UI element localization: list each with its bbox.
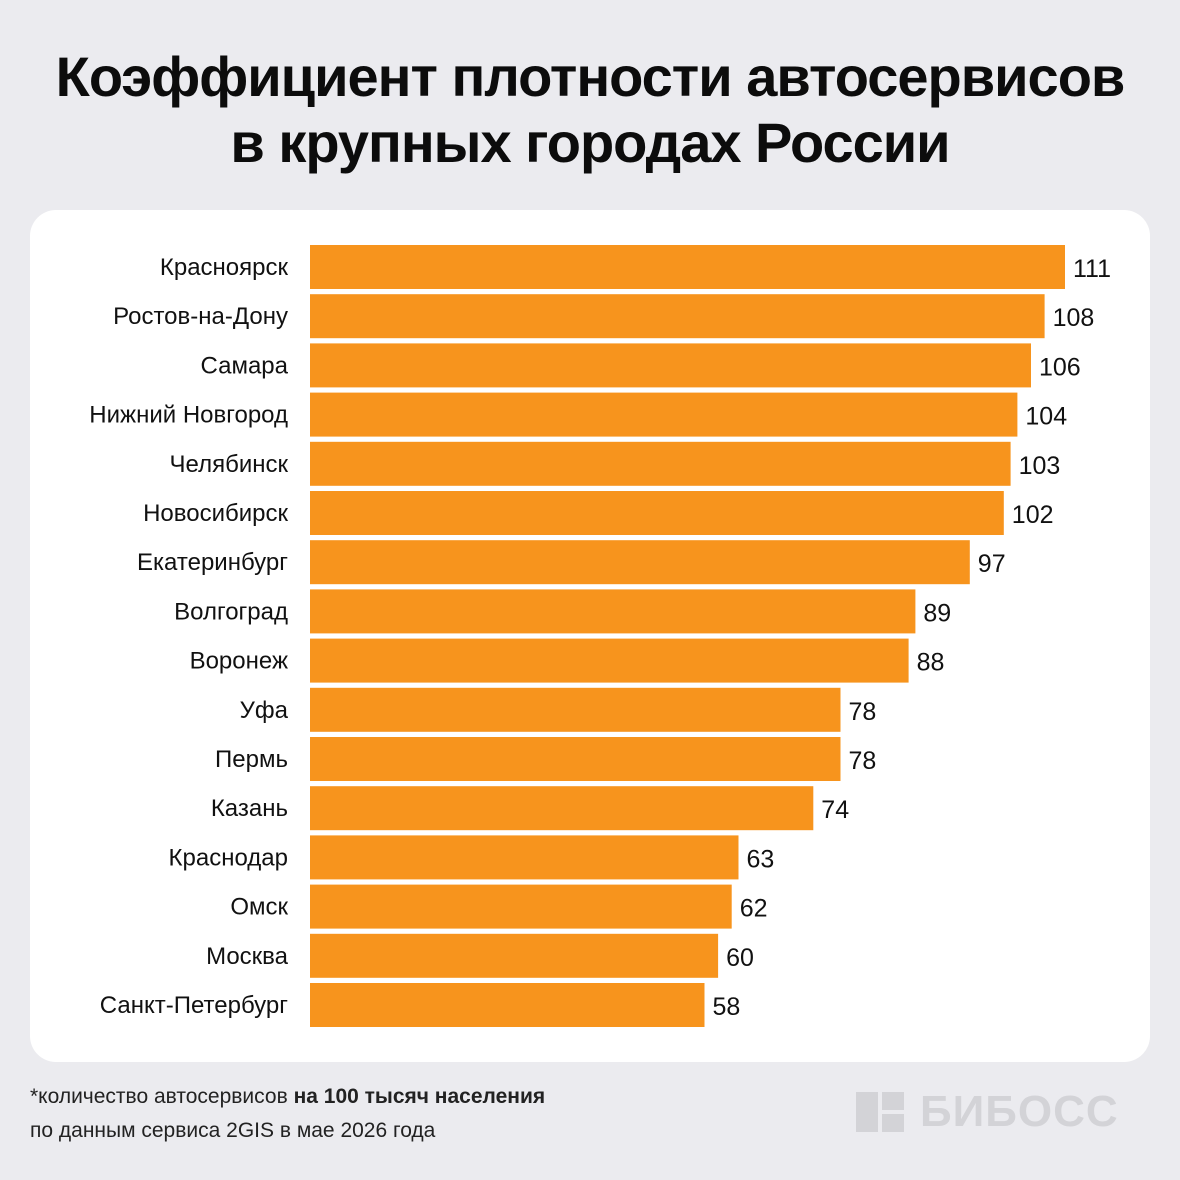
value-label: 60 [726,944,754,972]
value-label: 62 [740,895,768,923]
chart-title-line1: Коэффициент плотности автосервисов [55,45,1126,108]
value-label: 104 [1025,403,1067,431]
value-label: 108 [1053,304,1095,332]
logo-name: БИБОСС [920,1087,1119,1136]
value-label: 111 [1073,255,1111,283]
category-label: Санкт-Петербург [100,992,288,1019]
category-label: Казань [211,795,288,822]
bar [310,835,739,880]
category-label: Омск [230,894,288,921]
bar [310,786,814,831]
bar [310,540,970,585]
value-label: 78 [849,747,877,775]
category-label: Екатеринбург [137,549,288,576]
bar [310,343,1031,388]
bar [310,687,841,732]
footnote-line1-bold: на 100 тысяч населения [293,1085,546,1108]
footnote-line2: по данным сервиса 2GIS в мае 2026 года [30,1119,436,1142]
category-label: Москва [206,943,289,970]
value-label: 58 [713,993,741,1021]
value-label: 88 [917,649,945,677]
bar [310,933,719,978]
bar-chart: Красноярск 111 Ростов-на-Дону 108 Самара 106 Н… [89,245,1111,1027]
category-label: Ростов-на-Дону [113,303,288,330]
bar [310,589,916,634]
value-label: 74 [821,796,849,824]
chart-title-line2: в крупных городах России [230,111,950,174]
category-label: Уфа [240,697,289,724]
value-label: 106 [1039,353,1081,381]
category-label: Волгоград [174,598,288,625]
bar [310,245,1065,289]
chart-title: Коэффициент плотности автосервисов в кру… [0,44,1180,176]
bar [310,638,909,683]
value-label: 103 [1019,452,1061,480]
bar [310,884,732,929]
category-label: Челябинск [170,451,289,478]
chart-card: Красноярск 111 Ростов-на-Дону 108 Самара 106 Н… [30,210,1150,1062]
value-label: 63 [747,845,775,873]
value-label: 89 [923,599,951,627]
value-label: 78 [849,698,877,726]
category-label: Краснодар [169,844,288,871]
bar [310,983,705,1027]
bibOSS-square-logo-icon [856,1092,904,1132]
bar [310,491,1004,535]
value-label: 102 [1012,501,1054,529]
value-label: 97 [978,550,1006,578]
bibOSS-logo: БИБОСС [856,1088,1156,1136]
bar [310,441,1011,486]
category-label: Пермь [215,746,288,773]
category-label: Воронеж [190,648,288,675]
category-label: Нижний Новгород [89,402,288,429]
bar [310,294,1045,339]
footnote-line1-prefix: *количество автосервисов [30,1085,294,1108]
category-label: Новосибирск [143,500,288,527]
footnote: *количество автосервисов на 100 тысяч на… [30,1080,545,1148]
bar [310,737,841,781]
footnote-line1: *количество автосервисов на 100 тысяч на… [30,1080,545,1114]
category-label: Красноярск [160,254,289,281]
bar [310,392,1018,437]
category-label: Самара [201,352,289,379]
